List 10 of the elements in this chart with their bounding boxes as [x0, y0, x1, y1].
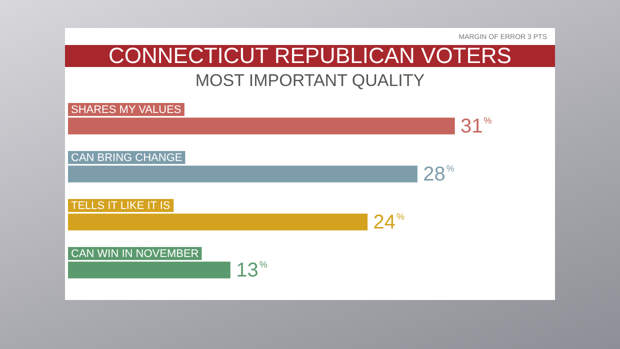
- y-tick-label: SHARES MY VALUES: [71, 104, 182, 116]
- data-label: 31%: [460, 115, 492, 138]
- data-label: 24%: [373, 211, 404, 234]
- chart-title: CONNECTICUT REPUBLICAN VOTERS: [65, 43, 555, 68]
- y-tick-label: CAN WIN IN NOVEMBER: [71, 248, 199, 260]
- data-label: 13%: [236, 259, 268, 282]
- chart-subtitle: MOST IMPORTANT QUALITY: [194, 71, 426, 91]
- y-tick-label: TELLS IT LIKE IT IS: [71, 200, 170, 212]
- data-label: 28%: [423, 163, 454, 186]
- y-tick-label: CAN BRING CHANGE: [71, 152, 182, 164]
